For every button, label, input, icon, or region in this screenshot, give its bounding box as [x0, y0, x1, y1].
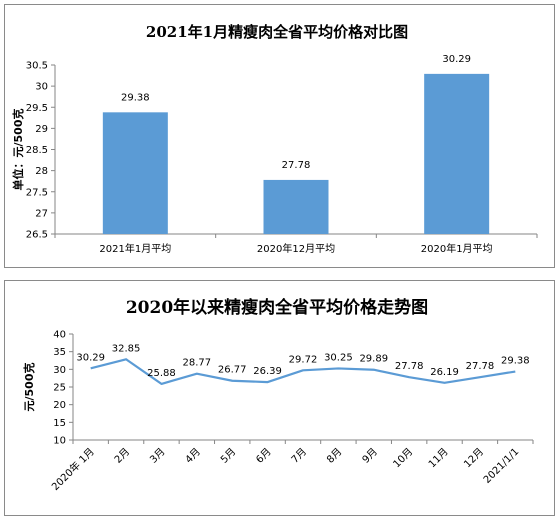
- y-axis-label: 元/500克: [22, 363, 36, 412]
- data-label: 32.85: [112, 343, 141, 354]
- x-tick-label: 2020年1月平均: [421, 242, 493, 255]
- bar: [102, 112, 168, 234]
- data-label: 25.88: [147, 368, 176, 379]
- data-label: 30.29: [442, 54, 471, 65]
- data-label: 30.29: [76, 352, 105, 363]
- bar-chart-panel: 2021年1月精瘦肉全省平均价格对比图 26.5 27 27.5 28 28.5 29 29.…: [4, 4, 555, 268]
- line-chart-panel: 2020年以来精瘦肉全省平均价格走势图 10 15 20 25 30 35 40 元/500克 3…: [4, 280, 555, 516]
- chart-title: 2020年以来精瘦肉全省平均价格走势图: [126, 297, 428, 318]
- data-label: 28.77: [183, 358, 212, 369]
- data-label: 29.38: [501, 356, 530, 367]
- x-tick-label: 9月: [360, 446, 380, 466]
- y-tick-label: 10: [53, 436, 66, 447]
- data-label: 27.78: [282, 160, 311, 171]
- y-tick-label: 15: [53, 418, 66, 429]
- x-tick-label: 2021/1/1: [482, 446, 522, 486]
- data-label: 29.89: [359, 354, 388, 365]
- y-tick-label: 25: [53, 383, 66, 394]
- x-tick-label: 4月: [183, 446, 203, 466]
- y-tick-label: 28.5: [26, 145, 48, 156]
- x-tick-label: 11月: [426, 446, 451, 471]
- data-label: 26.19: [430, 367, 459, 378]
- x-tick-label: 2021年1月平均: [99, 242, 171, 255]
- bar: [263, 179, 329, 234]
- y-tick-label: 29: [35, 124, 48, 135]
- x-tick-label: 2020年12月平均: [257, 242, 335, 255]
- x-tick-label: 5月: [218, 446, 238, 466]
- y-tick-label: 26.5: [26, 230, 48, 241]
- y-tick-label: 20: [53, 400, 66, 411]
- data-label: 26.77: [218, 365, 247, 376]
- y-axis-label: 单位：元/500克: [11, 109, 25, 191]
- data-label: 26.39: [253, 366, 282, 377]
- bar: [424, 73, 490, 234]
- y-tick-label: 27.5: [26, 187, 48, 198]
- x-tick-label: 10月: [391, 446, 416, 471]
- x-tick-label: 7月: [289, 446, 309, 466]
- y-tick-label: 28: [35, 166, 48, 177]
- y-tick-label: 35: [53, 347, 66, 358]
- x-tick-label: 12月: [461, 446, 486, 471]
- x-tick-label: 2020年 1月: [49, 445, 97, 493]
- data-label: 29.38: [121, 92, 150, 103]
- x-tick-label: 2月: [112, 446, 132, 466]
- data-label: 27.78: [466, 361, 495, 372]
- y-tick-label: 40: [53, 330, 66, 341]
- y-tick-label: 29.5: [26, 103, 48, 114]
- y-tick-label: 27: [35, 208, 48, 219]
- chart-title: 2021年1月精瘦肉全省平均价格对比图: [146, 23, 408, 41]
- bar-chart: 2021年1月精瘦肉全省平均价格对比图 26.5 27 27.5 28 28.5 29 29.…: [11, 23, 538, 255]
- y-tick-label: 30: [53, 365, 66, 376]
- x-tick-label: 8月: [324, 446, 344, 466]
- data-label: 29.72: [289, 354, 318, 365]
- x-tick-label: 6月: [254, 446, 274, 466]
- y-tick-label: 30.5: [26, 61, 48, 72]
- line-chart: 2020年以来精瘦肉全省平均价格走势图 10 15 20 25 30 35 40 元/500克 3…: [22, 297, 534, 493]
- data-label: 30.25: [324, 352, 353, 363]
- series-line: [90, 358, 516, 385]
- x-tick-label: 3月: [148, 446, 168, 466]
- data-label: 27.78: [395, 361, 424, 372]
- y-tick-label: 30: [35, 82, 48, 93]
